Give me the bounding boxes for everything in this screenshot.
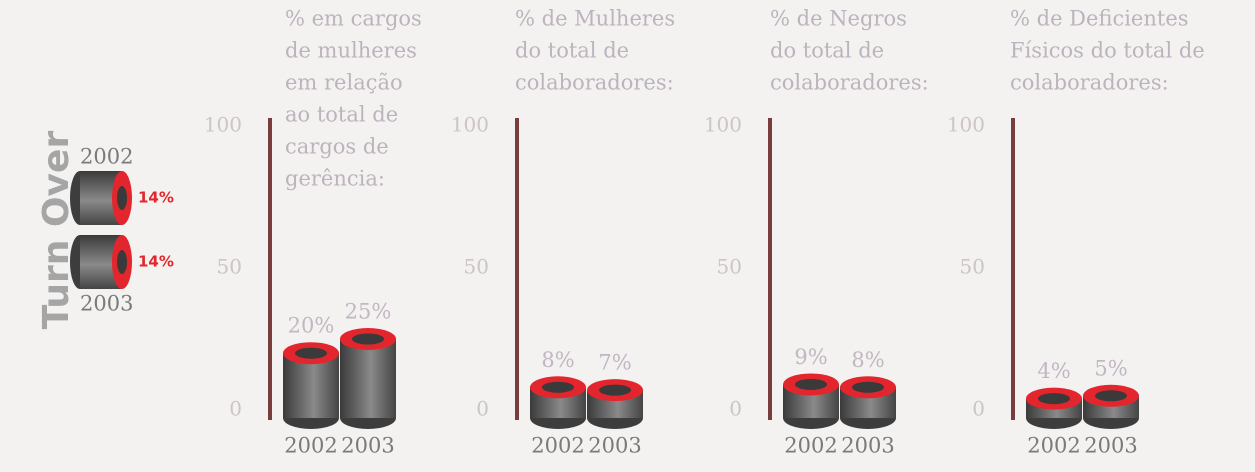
cylinder — [587, 379, 643, 429]
y-tick-label: 50 — [464, 255, 489, 279]
cylinder — [530, 376, 586, 429]
value-label: 8% — [851, 348, 884, 372]
cylinder — [340, 328, 396, 429]
chart-title: do total de — [515, 39, 629, 63]
cylinder-part — [352, 333, 384, 345]
value-label: 9% — [794, 345, 827, 369]
year-label: 2002 — [80, 145, 133, 169]
x-tick-label: 2002 — [1027, 434, 1080, 458]
y-tick-label: 50 — [960, 255, 985, 279]
cylinder-part — [340, 339, 396, 418]
chart-title: colaboradores: — [770, 71, 929, 95]
chart-title: % de Deficientes — [1010, 7, 1189, 31]
y-tick-label: 0 — [476, 397, 489, 421]
turnover-title: Turn Over — [36, 131, 77, 330]
axis-line — [268, 118, 272, 420]
ring-part — [117, 186, 127, 210]
ring-part — [117, 250, 127, 274]
x-tick-label: 2003 — [841, 434, 894, 458]
cylinder — [783, 373, 839, 429]
y-tick-label: 0 — [972, 397, 985, 421]
chart-title: do total de — [770, 39, 884, 63]
cylinder-part — [1038, 393, 1070, 405]
x-tick-label: 2003 — [588, 434, 641, 458]
axis-line — [515, 118, 519, 420]
y-tick-label: 100 — [704, 113, 742, 137]
value-label: 7% — [598, 351, 631, 375]
x-tick-label: 2002 — [784, 434, 837, 458]
cylinder-part — [852, 381, 884, 393]
x-tick-label: 2002 — [284, 434, 337, 458]
cylinder-part — [795, 378, 827, 390]
axis-line — [1011, 118, 1015, 420]
chart-title: ao total de — [285, 103, 398, 127]
chart-title: gerência: — [285, 167, 385, 191]
chart-title: de mulheres — [285, 39, 417, 63]
chart-title: % em cargos — [285, 7, 422, 31]
ring — [70, 171, 132, 225]
value-label: 5% — [1094, 356, 1127, 380]
chart-title: colaboradores: — [515, 71, 674, 95]
chart-title: colaboradores: — [1010, 71, 1169, 95]
y-tick-label: 0 — [729, 397, 742, 421]
value-label: 8% — [541, 348, 574, 372]
y-tick-label: 100 — [947, 113, 985, 137]
x-tick-label: 2003 — [1084, 434, 1137, 458]
cylinder-part — [542, 381, 574, 393]
chart-title: cargos de — [285, 135, 389, 159]
value-label: 14% — [138, 189, 174, 207]
cylinder — [840, 376, 896, 429]
chart-title: % de Negros — [770, 7, 907, 31]
ring — [70, 235, 132, 289]
cylinder — [1026, 387, 1082, 429]
y-tick-label: 50 — [217, 255, 242, 279]
y-tick-label: 0 — [229, 397, 242, 421]
cylinder — [1083, 384, 1139, 429]
value-label: 14% — [138, 253, 174, 271]
chart-title: % de Mulheres — [515, 7, 675, 31]
y-tick-label: 50 — [717, 255, 742, 279]
cylinder-part — [599, 384, 631, 396]
x-tick-label: 2003 — [341, 434, 394, 458]
cylinder — [283, 342, 339, 429]
year-label: 2003 — [80, 292, 133, 316]
value-label: 20% — [288, 314, 335, 338]
chart-title: em relação — [285, 71, 403, 95]
y-tick-label: 100 — [204, 113, 242, 137]
x-tick-label: 2002 — [531, 434, 584, 458]
cylinder-part — [1095, 390, 1127, 402]
chart-title: Físicos do total de — [1010, 39, 1205, 63]
axis-line — [768, 118, 772, 420]
value-label: 4% — [1037, 359, 1070, 383]
value-label: 25% — [345, 300, 392, 324]
y-tick-label: 100 — [451, 113, 489, 137]
cylinder-part — [295, 347, 327, 359]
